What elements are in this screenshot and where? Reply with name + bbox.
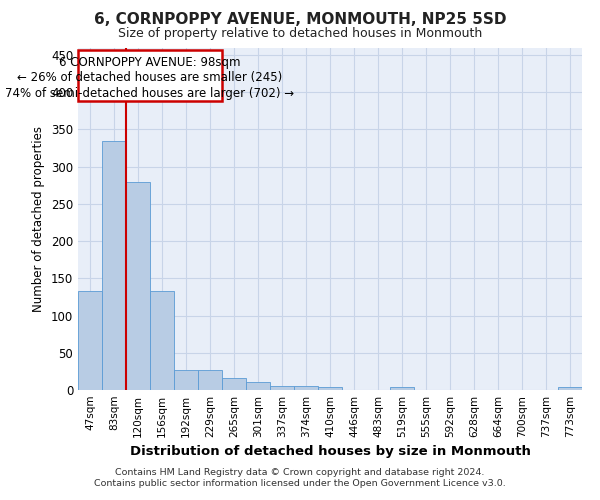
Bar — [198, 370, 222, 390]
Bar — [246, 382, 270, 390]
Text: ← 26% of detached houses are smaller (245): ← 26% of detached houses are smaller (24… — [17, 72, 283, 85]
Text: 74% of semi-detached houses are larger (702) →: 74% of semi-detached houses are larger (… — [5, 87, 295, 100]
Bar — [174, 370, 198, 390]
Bar — [102, 140, 126, 390]
Bar — [270, 386, 294, 390]
X-axis label: Distribution of detached houses by size in Monmouth: Distribution of detached houses by size … — [130, 446, 530, 458]
FancyBboxPatch shape — [78, 50, 222, 101]
Text: 6, CORNPOPPY AVENUE, MONMOUTH, NP25 5SD: 6, CORNPOPPY AVENUE, MONMOUTH, NP25 5SD — [94, 12, 506, 28]
Bar — [318, 387, 342, 390]
Bar — [150, 291, 174, 390]
Y-axis label: Number of detached properties: Number of detached properties — [32, 126, 46, 312]
Bar — [558, 387, 582, 390]
Bar — [222, 378, 246, 390]
Bar — [126, 182, 150, 390]
Bar — [78, 291, 102, 390]
Text: Contains HM Land Registry data © Crown copyright and database right 2024.
Contai: Contains HM Land Registry data © Crown c… — [94, 468, 506, 487]
Text: 6 CORNPOPPY AVENUE: 98sqm: 6 CORNPOPPY AVENUE: 98sqm — [59, 56, 241, 69]
Text: Size of property relative to detached houses in Monmouth: Size of property relative to detached ho… — [118, 28, 482, 40]
Bar — [390, 387, 414, 390]
Bar — [294, 386, 318, 390]
